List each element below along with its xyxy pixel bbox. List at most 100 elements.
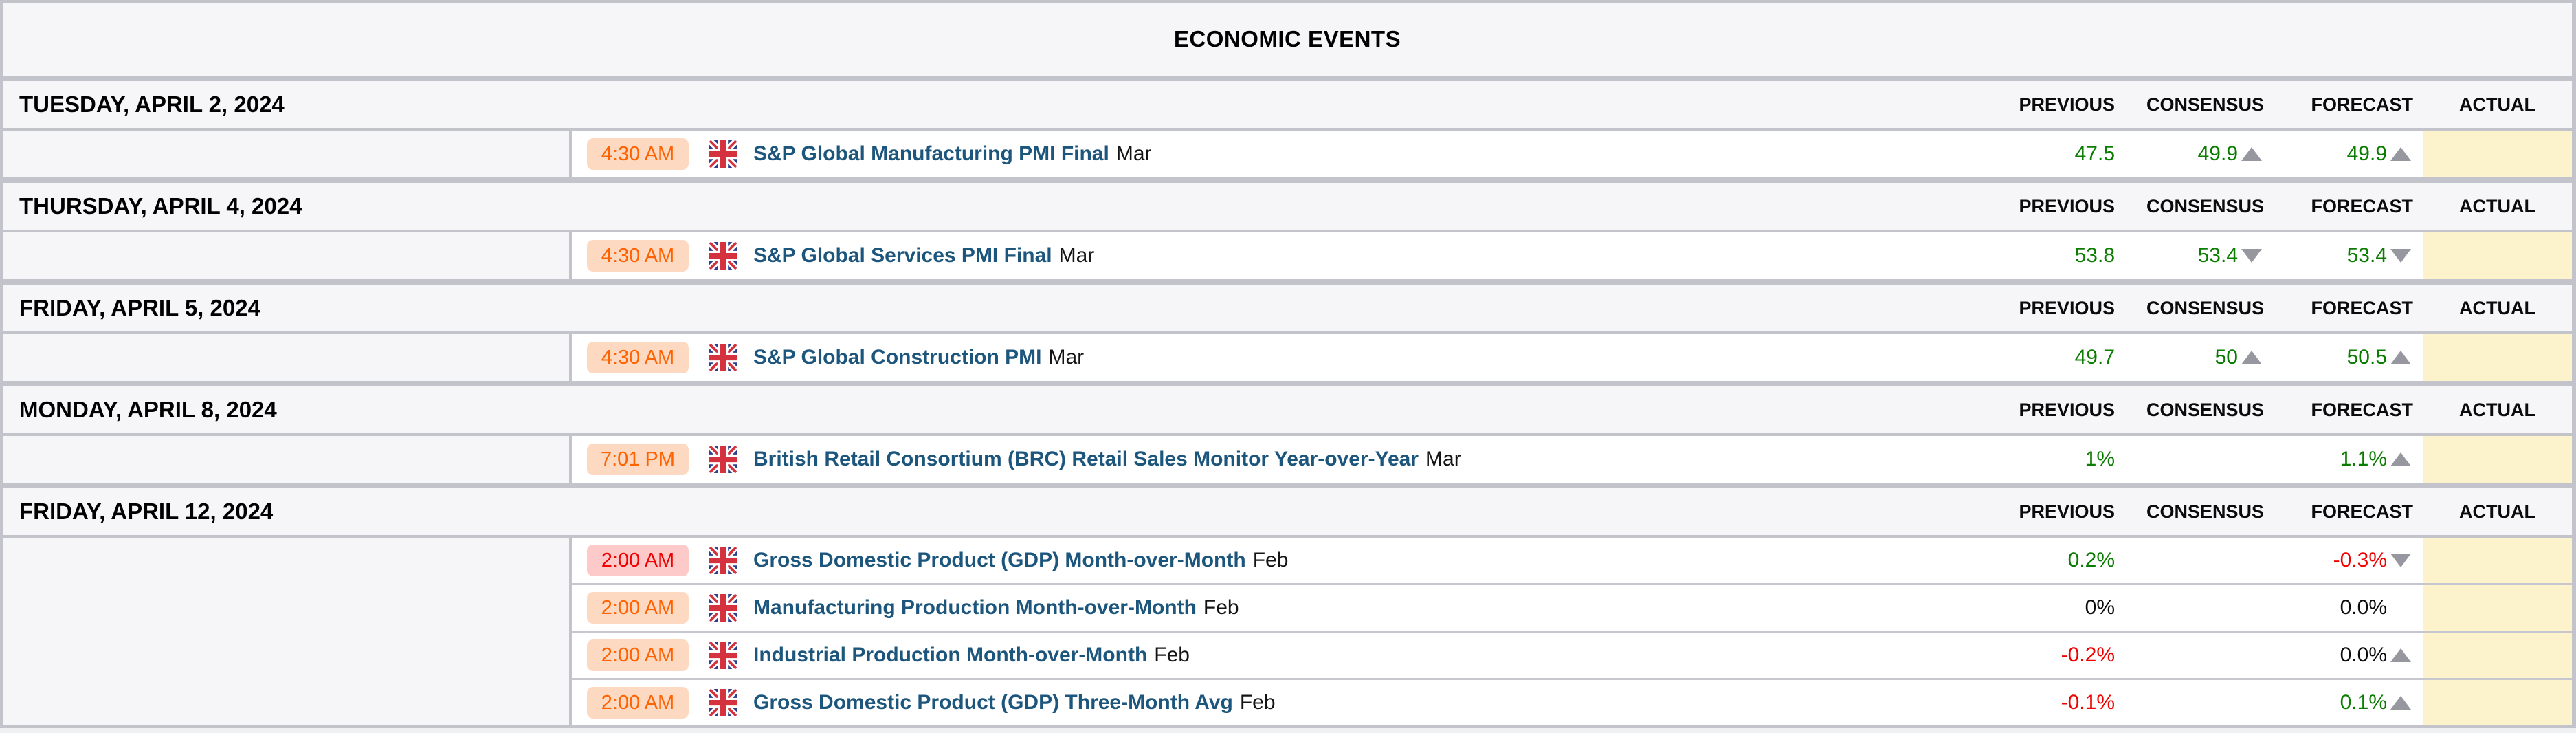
event-title-link[interactable]: S&P Global Manufacturing PMI Final (753, 142, 1109, 165)
forecast-value: 50.5 (2269, 334, 2423, 381)
section-header-row: TUESDAY, APRIL 2, 2024 PREVIOUS CONSENSU… (3, 81, 2572, 131)
forecast-arrow-slot (2387, 696, 2413, 710)
section-header-row: FRIDAY, APRIL 12, 2024 PREVIOUS CONSENSU… (3, 488, 2572, 538)
event-period: Feb (1252, 549, 1289, 571)
event-period: Mar (1425, 448, 1461, 470)
uk-flag-icon (709, 344, 737, 371)
column-header-forecast: FORECAST (2311, 399, 2414, 420)
event-row[interactable]: 2:00 AM Gross Domestic Product (GDP) Thr… (572, 678, 2572, 725)
event-row[interactable]: 2:00 AM Gross Domestic Product (GDP) Mon… (572, 538, 2572, 583)
event-period: Mar (1058, 244, 1095, 267)
section-body: 4:30 AM S&P Global Services PMI Final Ma… (3, 232, 2572, 279)
date-section: MONDAY, APRIL 8, 2024 PREVIOUS CONSENSUS… (3, 386, 2572, 488)
column-header-actual: ACTUAL (2459, 195, 2535, 217)
column-header-actual: ACTUAL (2459, 297, 2535, 318)
arrow-up-icon (2390, 648, 2411, 662)
previous-value: 53.8 (2074, 244, 2115, 267)
date-section: THURSDAY, APRIL 4, 2024 PREVIOUS CONSENS… (3, 183, 2572, 285)
column-header-previous: PREVIOUS (2019, 399, 2115, 420)
forecast-value: -0.3% (2269, 538, 2423, 583)
arrow-down-icon (2390, 249, 2411, 263)
arrow-down-icon (2390, 554, 2411, 567)
previous-value: 0.2% (2067, 549, 2115, 571)
empty-left-cell (3, 538, 572, 725)
table-title-text: ECONOMIC EVENTS (1173, 26, 1401, 52)
previous-value: -0.1% (2061, 691, 2115, 714)
event-title-link[interactable]: S&P Global Construction PMI (753, 346, 1042, 369)
time-badge: 2:00 AM (587, 545, 689, 576)
event-period: Mar (1115, 142, 1152, 165)
previous-value: 47.5 (2074, 142, 2115, 165)
previous-value: 49.7 (2074, 346, 2115, 369)
actual-value-cell (2423, 585, 2572, 631)
section-body: 4:30 AM S&P Global Construction PMI Mar … (3, 334, 2572, 381)
event-row[interactable]: 2:00 AM Industrial Production Month-over… (572, 631, 2572, 678)
consensus-arrow-slot (2238, 351, 2264, 364)
time-badge: 4:30 AM (587, 342, 689, 373)
forecast-arrow-slot (2387, 452, 2413, 466)
column-header-actual: ACTUAL (2459, 399, 2535, 420)
arrow-down-icon (2241, 249, 2262, 263)
event-title-link[interactable]: Manufacturing Production Month-over-Mont… (753, 596, 1197, 619)
previous-value: -0.2% (2061, 644, 2115, 666)
arrow-up-icon (2390, 147, 2411, 161)
uk-flag-icon (709, 140, 737, 168)
event-row[interactable]: 4:30 AM S&P Global Manufacturing PMI Fin… (572, 131, 2572, 177)
column-header-previous: PREVIOUS (2019, 297, 2115, 318)
column-header-forecast: FORECAST (2311, 297, 2414, 318)
consensus-value: 50 (2122, 334, 2269, 381)
event-row[interactable]: 4:30 AM S&P Global Construction PMI Mar … (572, 334, 2572, 381)
forecast-value: 0.0% (2269, 633, 2423, 678)
actual-value-cell (2423, 633, 2572, 678)
sections-container: TUESDAY, APRIL 2, 2024 PREVIOUS CONSENSU… (3, 81, 2572, 725)
consensus-value: 49.9 (2122, 131, 2269, 177)
event-title-link[interactable]: British Retail Consortium (BRC) Retail S… (753, 448, 1419, 470)
uk-flag-icon (709, 594, 737, 622)
consensus-arrow-slot (2238, 249, 2264, 263)
date-label: FRIDAY, APRIL 5, 2024 (19, 295, 260, 320)
event-title-link[interactable]: Industrial Production Month-over-Month (753, 644, 1148, 666)
column-header-consensus: CONSENSUS (2146, 399, 2264, 420)
section-body: 2:00 AM Gross Domestic Product (GDP) Mon… (3, 538, 2572, 725)
arrow-up-icon (2390, 696, 2411, 710)
forecast-value: 1.1% (2269, 436, 2423, 483)
empty-left-cell (3, 436, 572, 483)
forecast-arrow-slot (2387, 648, 2413, 662)
forecast-arrow-slot (2387, 249, 2413, 263)
event-period: Feb (1239, 691, 1276, 714)
time-badge: 2:00 AM (587, 687, 689, 719)
time-badge: 2:00 AM (587, 592, 689, 624)
forecast-value: 0.0% (2340, 596, 2387, 619)
table-title: ECONOMIC EVENTS (3, 3, 2572, 81)
event-row[interactable]: 7:01 PM British Retail Consortium (BRC) … (572, 436, 2572, 483)
uk-flag-icon (709, 547, 737, 574)
arrow-up-icon (2241, 351, 2262, 364)
events-list: 4:30 AM S&P Global Services PMI Final Ma… (572, 232, 2572, 279)
column-header-consensus: CONSENSUS (2146, 94, 2264, 115)
events-list: 4:30 AM S&P Global Manufacturing PMI Fin… (572, 131, 2572, 177)
date-label: FRIDAY, APRIL 12, 2024 (19, 499, 274, 524)
uk-flag-icon (709, 242, 737, 270)
events-list: 2:00 AM Gross Domestic Product (GDP) Mon… (572, 538, 2572, 725)
event-title-link[interactable]: Gross Domestic Product (GDP) Month-over-… (753, 549, 1246, 571)
consensus-value (2122, 436, 2269, 483)
event-title-link[interactable]: Gross Domestic Product (GDP) Three-Month… (753, 691, 1233, 714)
forecast-arrow-slot (2387, 554, 2413, 567)
previous-value: 0% (2085, 596, 2115, 619)
event-period: Feb (1154, 644, 1190, 666)
empty-left-cell (3, 232, 572, 279)
events-list: 4:30 AM S&P Global Construction PMI Mar … (572, 334, 2572, 381)
column-header-previous: PREVIOUS (2019, 94, 2115, 115)
empty-left-cell (3, 131, 572, 177)
event-row[interactable]: 2:00 AM Manufacturing Production Month-o… (572, 583, 2572, 631)
arrow-up-icon (2390, 351, 2411, 364)
date-label: THURSDAY, APRIL 4, 2024 (19, 193, 302, 219)
uk-flag-icon (709, 642, 737, 669)
event-row[interactable]: 4:30 AM S&P Global Services PMI Final Ma… (572, 232, 2572, 279)
event-period: Mar (1048, 346, 1085, 369)
forecast-arrow-slot (2387, 351, 2413, 364)
event-title-link[interactable]: S&P Global Services PMI Final (753, 244, 1052, 267)
consensus-value (2122, 585, 2269, 631)
column-header-forecast: FORECAST (2311, 501, 2414, 522)
